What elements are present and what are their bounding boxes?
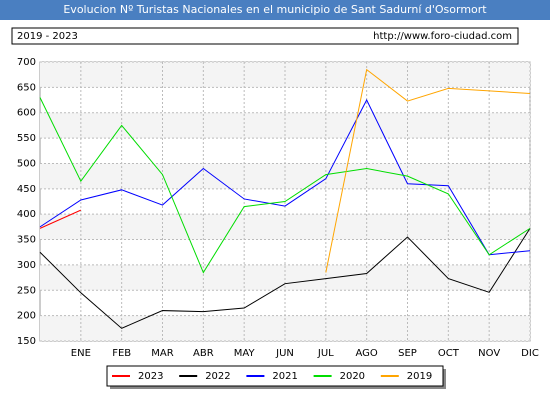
legend-label: 2020 (340, 371, 365, 382)
series-line (39, 228, 531, 329)
y-tick-label: 250 (17, 285, 36, 296)
subtitle-box (11, 27, 519, 45)
x-tick-label: SEP (398, 348, 417, 359)
y-tick-label: 450 (17, 184, 36, 195)
x-tick-label: MAR (151, 348, 173, 359)
series-line (39, 209, 82, 229)
legend-label: 2019 (407, 371, 432, 382)
y-tick-label: 700 (17, 57, 36, 68)
x-tick-label: ABR (193, 348, 214, 359)
y-tick-label: 550 (17, 133, 36, 144)
y-tick-label: 650 (17, 82, 36, 93)
y-tick-label: 500 (17, 158, 36, 169)
x-tick-label: OCT (438, 348, 460, 359)
chart-title: Evolucion Nº Turistas Nacionales en el m… (63, 3, 487, 16)
series-line (325, 68, 531, 273)
legend-label: 2022 (205, 371, 230, 382)
x-tick-label: ENE (71, 348, 91, 359)
series-line (39, 97, 531, 274)
y-tick-label: 400 (17, 209, 36, 220)
subtitle: 2019 - 2023 (17, 31, 78, 42)
x-tick-label: JUL (317, 348, 334, 359)
x-tick-label: DIC (521, 348, 539, 359)
y-tick-label: 600 (17, 108, 36, 119)
y-tick-label: 200 (17, 311, 36, 322)
title-bar (0, 0, 550, 20)
x-tick-label: MAY (234, 348, 256, 359)
legend-label: 2021 (272, 371, 297, 382)
legend-label: 2023 (138, 371, 163, 382)
x-tick-label: NOV (478, 348, 500, 359)
y-tick-label: 300 (17, 260, 36, 271)
x-tick-label: FEB (112, 348, 131, 359)
legend (106, 365, 444, 387)
x-tick-label: JUN (275, 348, 294, 359)
source: http://www.foro-ciudad.com (373, 31, 512, 42)
x-tick-label: AGO (356, 348, 378, 359)
series-line (39, 98, 531, 256)
y-tick-label: 350 (17, 235, 36, 246)
y-tick-label: 150 (17, 336, 36, 347)
